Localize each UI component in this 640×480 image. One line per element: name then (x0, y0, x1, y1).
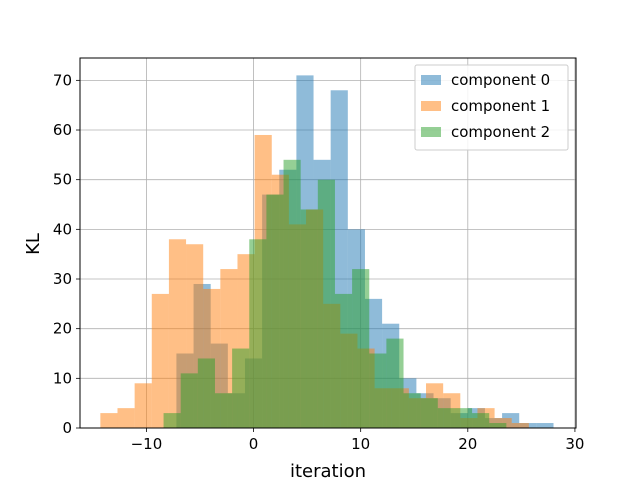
histogram-bar (454, 408, 473, 428)
histogram-bar (386, 338, 404, 428)
y-tick-label: 30 (53, 270, 72, 288)
histogram-bar (197, 358, 215, 428)
histogram-bar (369, 353, 387, 428)
histogram-bars (100, 75, 554, 429)
legend-label: component 2 (451, 123, 550, 141)
histogram-bar (420, 398, 438, 428)
histogram-bar (180, 373, 198, 428)
histogram-bar (352, 269, 370, 428)
histogram-bar (266, 194, 284, 428)
histogram-bar (403, 393, 421, 428)
histogram-bar (300, 209, 318, 428)
histogram-bar (472, 413, 490, 428)
legend: component 0 component 1 component 2 (414, 64, 569, 151)
histogram-bar (100, 413, 118, 428)
histogram-bar (249, 239, 267, 428)
histogram-bar (232, 348, 250, 428)
y-tick-label: 0 (62, 419, 72, 437)
x-tick-label: 30 (565, 435, 584, 453)
histogram-bar (163, 413, 181, 428)
legend-swatch (421, 101, 441, 111)
y-axis-label: KL (23, 233, 44, 255)
x-tick-label: −10 (131, 435, 163, 453)
legend-label: component 1 (451, 97, 550, 115)
histogram-bar (117, 408, 135, 428)
histogram-bar (511, 423, 529, 428)
plot-frame (79, 57, 577, 429)
histogram-bar (489, 423, 507, 428)
histogram-bar (437, 408, 455, 428)
x-tick-label: 10 (351, 435, 370, 453)
axis-ticks: −10 0 10 20 30 0 10 20 30 40 50 60 70 (53, 71, 585, 453)
y-tick-label: 40 (53, 220, 72, 238)
histogram-bar (134, 383, 152, 428)
x-tick-label: 20 (458, 435, 477, 453)
legend-box (414, 64, 569, 151)
histogram-bar (214, 393, 233, 428)
legend-label: component 0 (451, 71, 550, 89)
y-tick-label: 50 (53, 171, 72, 189)
histogram-bar (334, 293, 353, 428)
series-2-bars (163, 159, 507, 429)
histogram-bar (151, 293, 169, 428)
histogram-bar (317, 179, 335, 428)
y-tick-label: 70 (53, 71, 72, 89)
y-tick-label: 20 (53, 320, 72, 338)
y-tick-label: 60 (53, 121, 72, 139)
histogram-bar (283, 159, 301, 429)
legend-swatch (421, 127, 441, 137)
x-tick-label: 0 (249, 435, 259, 453)
x-axis-label: iteration (290, 461, 366, 480)
y-tick-label: 10 (53, 369, 72, 387)
legend-swatch (421, 75, 441, 85)
histogram-bar (536, 423, 554, 428)
